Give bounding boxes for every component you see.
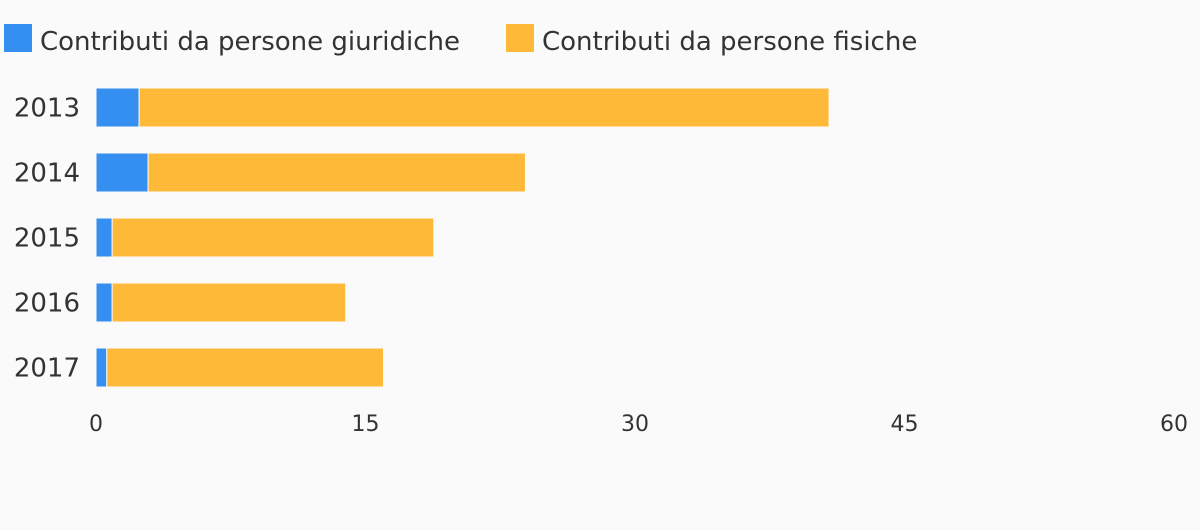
bar-2017-series-1 [95,347,108,388]
legend-swatch-1 [4,24,32,52]
legend-label-1: Contributi da persone giuridiche [40,27,460,57]
category-label-2015: 2015 [14,224,80,254]
x-tick-label-45: 45 [891,412,919,437]
category-label-2016: 2016 [14,289,80,319]
category-label-2017: 2017 [14,354,80,384]
bars [95,87,830,388]
legend-swatch-2 [506,24,534,52]
x-tick-label-30: 30 [621,412,649,437]
legend: Contributi da persone giuridiche Contribu… [4,24,917,57]
category-labels: 2013 2014 2015 2016 2017 [14,94,80,384]
bar-2014-series-2 [147,152,526,193]
x-tick-label-15: 15 [352,412,380,437]
bar-2016-series-1 [95,282,113,323]
bar-2017-series-2 [106,347,384,388]
bar-2013-series-2 [138,87,830,128]
category-label-2013: 2013 [14,94,80,124]
bar-2013-series-1 [95,87,140,128]
bar-2015-series-2 [111,217,435,258]
x-axis-ticks: 0 15 30 45 60 [89,412,1188,437]
category-label-2014: 2014 [14,159,80,189]
bar-2016-series-2 [111,282,347,323]
x-tick-label-60: 60 [1160,412,1188,437]
x-tick-label-0: 0 [89,412,103,437]
legend-label-2: Contributi da persone fisiche [542,27,917,57]
bar-2014-series-1 [95,152,149,193]
bar-2015-series-1 [95,217,113,258]
